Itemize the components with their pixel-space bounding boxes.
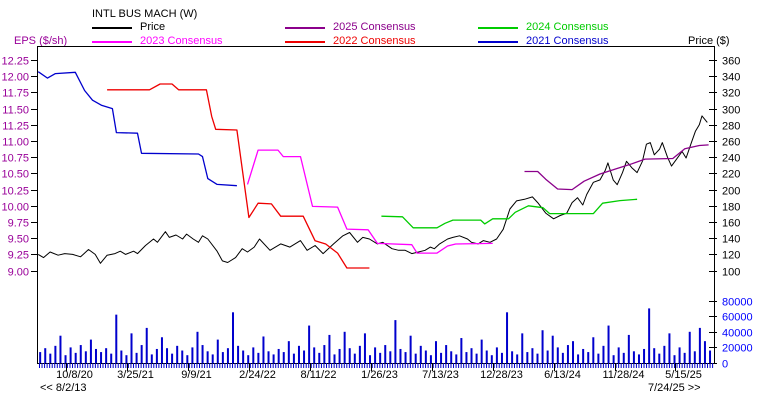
scroll-forward-label[interactable]: 7/24/25 >> <box>648 382 701 394</box>
svg-text:360: 360 <box>722 56 740 68</box>
svg-text:12/28/23: 12/28/23 <box>480 369 523 381</box>
eps-axis-label: EPS ($/sh) <box>14 35 68 47</box>
legend-label-2025: 2025 Consensus <box>333 21 416 33</box>
consensus-2025-line-swatch <box>285 26 325 29</box>
svg-text:100: 100 <box>722 267 740 279</box>
svg-text:11/28/24: 11/28/24 <box>602 369 644 381</box>
svg-text:180: 180 <box>722 202 740 214</box>
svg-text:40000: 40000 <box>722 328 753 340</box>
legend-label-2023: 2023 Consensus <box>140 35 223 47</box>
svg-text:11.75: 11.75 <box>2 88 29 100</box>
svg-text:8/11/22: 8/11/22 <box>301 369 337 381</box>
svg-text:10.50: 10.50 <box>1 169 29 181</box>
svg-text:280: 280 <box>722 121 740 133</box>
price-line-swatch <box>92 26 132 29</box>
svg-text:1/26/23: 1/26/23 <box>361 369 398 381</box>
price-axis-label: Price ($) <box>688 35 730 47</box>
svg-text:12.25: 12.25 <box>1 56 29 68</box>
legend-item-2022-consensus: 2022 Consensus <box>285 35 416 48</box>
svg-text:5/15/25: 5/15/25 <box>665 369 702 381</box>
svg-text:120: 120 <box>722 250 740 262</box>
svg-text:80000: 80000 <box>722 297 753 309</box>
chart-title: INTL BUS MACH (W) <box>92 8 198 20</box>
svg-text:7/13/23: 7/13/23 <box>422 369 459 381</box>
svg-text:140: 140 <box>722 234 740 246</box>
svg-text:320: 320 <box>722 88 740 100</box>
svg-text:260: 260 <box>722 137 740 149</box>
legend-label-2021: 2021 Consensus <box>526 35 609 47</box>
svg-text:3/25/21: 3/25/21 <box>117 369 154 381</box>
svg-text:60000: 60000 <box>722 312 753 324</box>
svg-text:10.75: 10.75 <box>1 153 29 165</box>
legend-label-2024: 2024 Consensus <box>526 21 609 33</box>
svg-text:10.25: 10.25 <box>1 186 29 198</box>
legend-item-2023-consensus: 2023 Consensus <box>92 35 223 48</box>
legend-item-2024-consensus: 2024 Consensus <box>478 21 609 34</box>
scroll-back-label[interactable]: << 8/2/13 <box>40 382 87 394</box>
legend-item-price: Price <box>92 21 165 34</box>
svg-text:6/13/24: 6/13/24 <box>544 369 581 381</box>
svg-text:0: 0 <box>722 359 728 371</box>
svg-text:200: 200 <box>722 186 740 198</box>
consensus-2023-line-swatch <box>92 40 132 43</box>
legend-label-price: Price <box>140 21 166 33</box>
svg-text:9.75: 9.75 <box>8 218 29 230</box>
svg-text:10.00: 10.00 <box>1 202 29 214</box>
consensus-2024-line-swatch <box>478 26 518 29</box>
consensus-2022-line-swatch <box>285 40 325 43</box>
svg-text:20000: 20000 <box>722 343 753 355</box>
svg-text:340: 340 <box>722 72 740 84</box>
svg-text:2/24/22: 2/24/22 <box>239 369 276 381</box>
svg-text:12.00: 12.00 <box>1 72 29 84</box>
svg-text:9.25: 9.25 <box>8 250 29 262</box>
svg-text:9.00: 9.00 <box>8 267 29 279</box>
svg-text:160: 160 <box>722 218 740 230</box>
svg-text:240: 240 <box>722 153 740 165</box>
svg-text:11.50: 11.50 <box>2 105 29 117</box>
svg-text:9/9/21: 9/9/21 <box>181 369 212 381</box>
svg-text:220: 220 <box>722 169 740 181</box>
legend-label-2022: 2022 Consensus <box>333 35 416 47</box>
consensus-2021-line-swatch <box>478 40 518 43</box>
legend-item-2025-consensus: 2025 Consensus <box>285 21 416 34</box>
svg-text:10/8/20: 10/8/20 <box>56 369 93 381</box>
svg-text:11.00: 11.00 <box>2 137 29 149</box>
svg-text:11.25: 11.25 <box>2 121 29 133</box>
svg-text:9.50: 9.50 <box>8 234 29 246</box>
svg-text:300: 300 <box>722 105 740 117</box>
legend-item-2021-consensus: 2021 Consensus <box>478 35 609 48</box>
